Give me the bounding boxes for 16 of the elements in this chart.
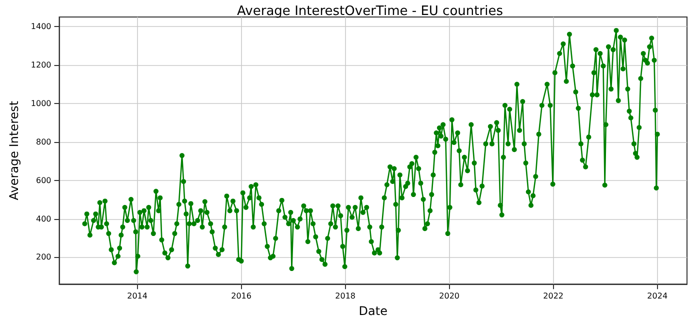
x-tick-label: 2024	[647, 292, 668, 301]
x-tick-label: 2016	[231, 292, 252, 301]
x-tick-label: 2018	[335, 292, 356, 301]
y-tick-label: 1200	[30, 60, 52, 70]
chart-title: Average InterestOverTime - EU countries	[237, 4, 504, 19]
x-tick-label: 2022	[543, 292, 564, 301]
x-tick-label: 2020	[439, 292, 460, 301]
x-tick-label: 2014	[127, 292, 148, 301]
y-tick-label: 600	[36, 176, 52, 185]
y-tick-label: 1400	[30, 22, 52, 32]
x-axis-title: Date	[358, 304, 388, 318]
y-axis-title: Average Interest	[7, 100, 21, 200]
y-tick-label: 400	[36, 214, 52, 224]
y-tick-label: 800	[36, 137, 52, 146]
y-tick-label: 1000	[30, 98, 52, 108]
y-tick-label: 200	[36, 252, 52, 262]
